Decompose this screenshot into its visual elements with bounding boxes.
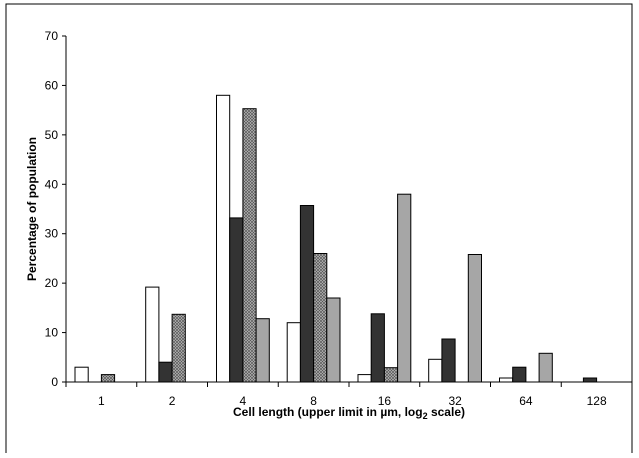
bar-series-1-32	[428, 358, 443, 383]
x-axis-title-end: scale)	[428, 405, 465, 419]
bar-series-4-8	[326, 297, 341, 383]
y-ticks-group: 0 10 20 30 40 50 60 70	[45, 29, 66, 389]
y-tick-label: 60	[45, 78, 59, 92]
bar-series-2-16	[370, 313, 385, 383]
x-tick-label: 16	[378, 394, 392, 408]
x-axis-title-main: Cell length (upper limit in µm, log	[233, 405, 423, 419]
x-axis-title: Cell length (upper limit in µm, log2 sca…	[233, 405, 465, 421]
y-tick-label: 40	[45, 177, 59, 191]
bar-series-1-2	[145, 286, 160, 383]
bar-series-1-16	[357, 374, 372, 383]
bar-series-3-16	[383, 367, 399, 383]
y-tick-label: 70	[45, 29, 59, 43]
x-tick-label: 1	[98, 394, 105, 408]
bars-group	[74, 94, 598, 383]
x-tick-label: 2	[169, 394, 176, 408]
bar-series-3-8	[313, 253, 328, 383]
bar-series-2-2	[158, 361, 173, 383]
x-axis-title-subscript: 2	[423, 411, 428, 421]
x-tick-label: 64	[519, 394, 533, 408]
bar-series-4-32	[467, 254, 482, 383]
bar-series-2-8	[299, 205, 315, 383]
bar-series-2-128	[582, 377, 598, 383]
chart-frame	[5, 3, 633, 458]
bar-series-2-32	[441, 338, 456, 383]
x-ticks-group: 1 2 4 8 16 32 64 128	[65, 382, 633, 408]
bar-series-1-8	[286, 322, 301, 383]
bar-series-1-4	[216, 94, 231, 383]
y-axis-title: Percentage of population	[25, 137, 39, 281]
x-tick-label: 8	[310, 394, 317, 408]
y-tick-label: 0	[51, 375, 58, 389]
bar-series-1-64	[499, 377, 514, 383]
bar-series-1-1	[74, 366, 89, 383]
bar-series-2-4	[229, 217, 244, 383]
y-tick-label: 10	[45, 326, 59, 340]
bar-series-4-4	[255, 318, 270, 383]
bar-series-3-1	[100, 374, 116, 383]
bar-series-4-16	[397, 193, 412, 383]
x-tick-label: 128	[587, 394, 607, 408]
bar-series-3-2	[171, 313, 186, 383]
bar-series-3-4	[242, 108, 257, 383]
bar-series-4-64	[538, 352, 553, 383]
y-tick-label: 20	[45, 276, 59, 290]
x-tick-label: 4	[240, 394, 247, 408]
y-tick-label: 30	[45, 227, 59, 241]
bar-series-2-64	[512, 366, 527, 383]
y-tick-label: 50	[45, 128, 59, 142]
x-tick-label: 32	[448, 394, 462, 408]
